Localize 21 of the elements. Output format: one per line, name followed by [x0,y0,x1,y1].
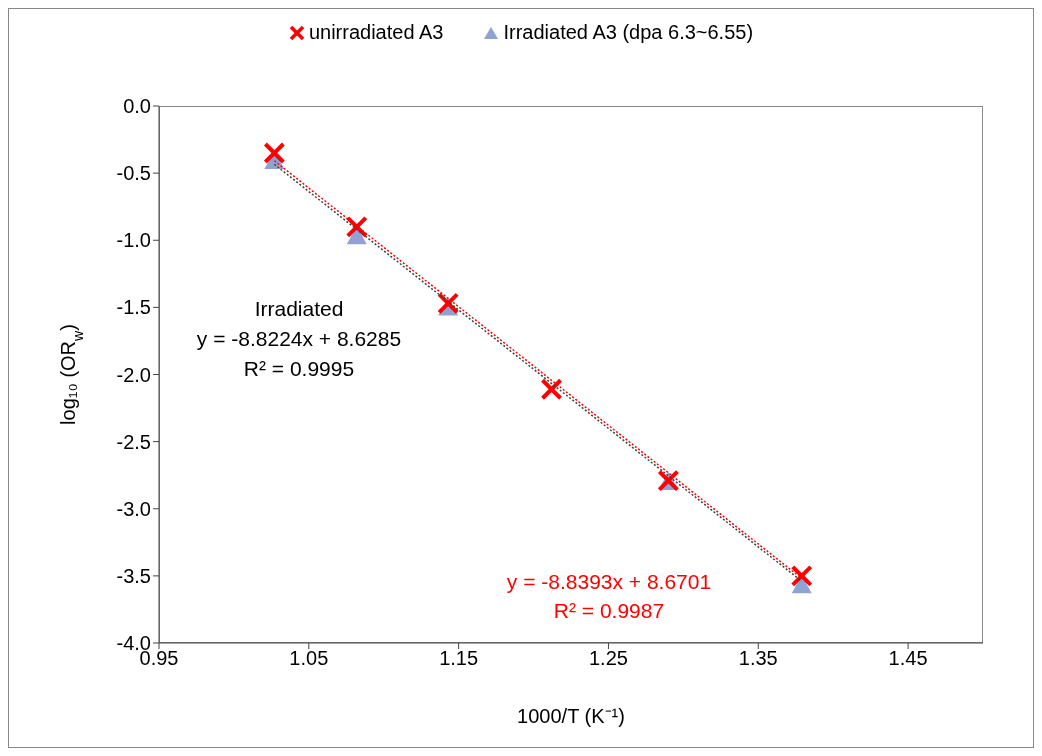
legend-label: unirradiated A3 [308,21,444,44]
y-tick-label: -2.5 [116,430,151,453]
y-tick-label: -1.5 [116,296,151,319]
x-tick-label: 1.25 [588,647,628,670]
x-tick-label: 1.45 [888,647,928,670]
annotation: R² = 0.9995 [243,357,355,380]
legend-label: Irradiated A3 (dpa 6.3~6.55) [503,21,754,44]
y-tick-label: -3.5 [116,564,151,587]
y-tick-label: -0.5 [116,162,151,185]
y-tick-label: -3.0 [116,497,151,520]
annotation: R² = 0.9987 [552,599,666,623]
annotation: y = -8.8393x + 8.6701 [505,570,713,594]
y-tick-label: -2.0 [116,363,151,386]
annotation: Irradiated [254,297,344,320]
x-tick-label: 1.05 [289,647,329,670]
annotation: y = -8.8224x + 8.6285 [195,327,403,351]
x-tick-label: 1.35 [738,647,778,670]
y-tick-label: 0.0 [123,95,151,118]
y-tick-label: -1.0 [116,229,151,252]
x-tick-label: 1.15 [439,647,479,670]
x-axis-title: 1000/T (K⁻¹) [517,705,625,727]
